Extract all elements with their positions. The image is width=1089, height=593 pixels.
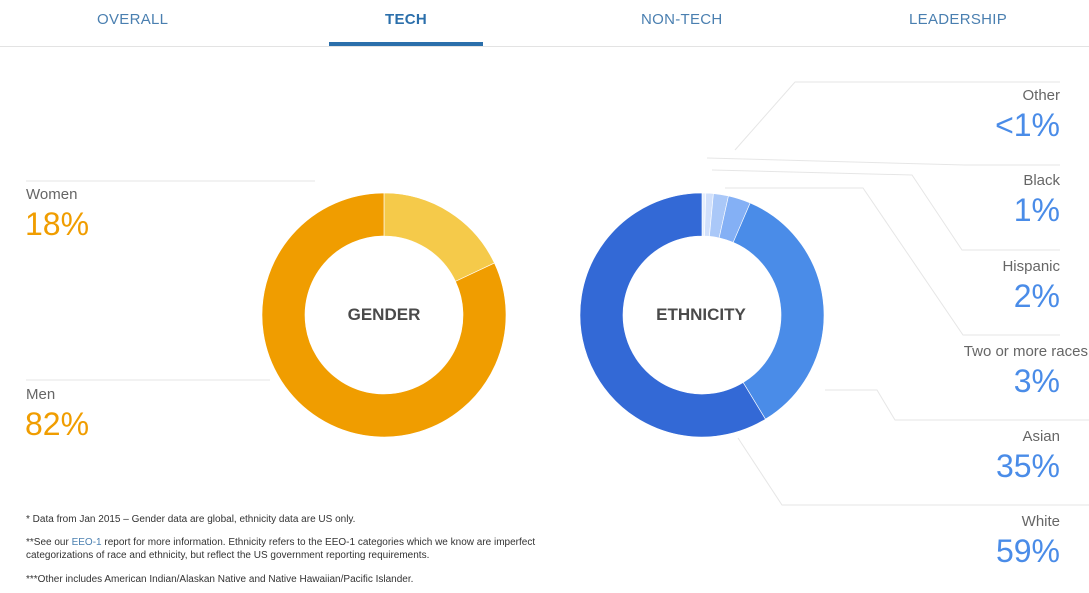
footnote-other-definition: ***Other includes American Indian/Alaska…	[26, 574, 414, 585]
white-value: 59%	[995, 533, 1060, 569]
gender-center-label: GENDER	[347, 305, 421, 324]
asian-value: 35%	[995, 448, 1060, 484]
women-value: 18%	[25, 206, 90, 242]
tab-tech[interactable]: TECH	[385, 11, 428, 28]
leader-other	[734, 81, 1060, 151]
ethnicity-slice-white	[579, 192, 766, 438]
leader-black	[706, 157, 1060, 166]
footnote-data-date: * Data from Jan 2015 – Gender data are g…	[26, 514, 356, 525]
ethnicity-donut	[579, 192, 825, 438]
footnote-eeo1-suffix: report for more information. Ethnicity r…	[26, 537, 536, 561]
active-tab-indicator	[329, 42, 483, 46]
leader-two-or-more	[725, 187, 1060, 336]
footnote-eeo1-prefix: **See our	[26, 537, 72, 548]
gender-slice-women	[383, 192, 495, 282]
hispanic-label: Hispanic	[1002, 258, 1060, 275]
two-or-more-value: 3%	[1013, 363, 1060, 399]
leader-hispanic	[711, 169, 1060, 251]
leader-lines	[26, 81, 1089, 506]
footnote-eeo1: **See our EEO-1 report for more informat…	[26, 536, 596, 562]
gender-slice-men	[261, 192, 507, 438]
two-or-more-label: Two or more races	[963, 343, 1088, 360]
white-label: White	[1021, 513, 1060, 530]
tab-overall[interactable]: OVERALL	[97, 11, 169, 28]
gender-donut	[261, 192, 507, 438]
women-label: Women	[26, 186, 78, 203]
hispanic-value: 2%	[1013, 278, 1060, 314]
other-value: <1%	[995, 107, 1060, 143]
black-label: Black	[1023, 172, 1060, 189]
eeo1-report-link[interactable]: EEO-1	[71, 537, 102, 548]
other-label: Other	[1022, 87, 1060, 104]
tab-non-tech[interactable]: NON-TECH	[641, 11, 723, 28]
asian-label: Asian	[1022, 428, 1060, 445]
men-label: Men	[26, 386, 56, 403]
leader-asian	[825, 389, 1089, 421]
tab-bar: OVERALL TECH NON-TECH LEADERSHIP	[0, 0, 1089, 47]
black-value: 1%	[1013, 192, 1060, 228]
leader-white	[737, 437, 1089, 506]
ethnicity-center-label: ETHNICITY	[656, 305, 746, 324]
men-value: 82%	[25, 406, 90, 442]
ethnicity-slice-asian	[732, 202, 825, 420]
tab-leadership[interactable]: LEADERSHIP	[909, 11, 1008, 28]
